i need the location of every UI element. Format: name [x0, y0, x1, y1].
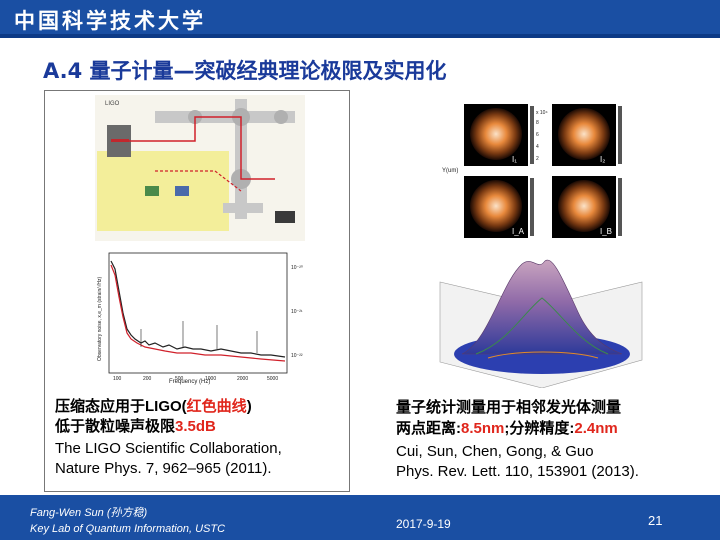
color-scale-bar [618, 106, 622, 164]
ligo-figure: LIGO Frequency (Hz) 100 200 500 1000 200… [95, 95, 305, 385]
surface-contour [487, 351, 599, 359]
photodetector [275, 211, 295, 223]
header-stripe [0, 34, 720, 38]
header-band: 中国科学技术大学 [0, 0, 720, 38]
plot-xtick: 2000 [237, 376, 248, 382]
scale-label: 6 [536, 132, 539, 138]
slide-title: A.4 量子计量—突破经典理论极限及实用化 [43, 59, 447, 83]
image-spot [558, 180, 610, 232]
plot-ytick: 10⁻²⁰ [291, 265, 303, 271]
left-figure-panel: LIGO Frequency (Hz) 100 200 500 1000 200… [44, 90, 350, 492]
plot-xtick: 100 [113, 376, 122, 382]
right-caption-line3: Cui, Sun, Chen, Gong, & Guo [396, 443, 594, 460]
image-spot [558, 108, 610, 160]
caption-highlight: 2.4nm [574, 420, 618, 437]
map-label: I₁ [512, 155, 517, 164]
right-caption-line4: Phys. Rev. Lett. 110, 153901 (2013). [396, 463, 639, 480]
surface-contour [475, 297, 609, 355]
noise-plot-frame [108, 252, 288, 374]
scale-label: 4 [536, 144, 539, 150]
caption-highlight: 8.5nm [461, 420, 505, 437]
plot-ytick: 10⁻²² [291, 353, 303, 359]
laser-path [129, 116, 275, 180]
right-caption-line2: 两点距离:8.5nm;分辨精度:2.4nm [396, 419, 618, 439]
map-label: I_A [512, 227, 525, 236]
left-caption-line3: The LIGO Scientific Collaboration, [55, 440, 282, 457]
plot-ytick: 10⁻²¹ [291, 309, 303, 315]
author-affiliation: Key Lab of Quantum Information, USTC [30, 523, 226, 535]
noise-curve-red [110, 264, 286, 362]
scale-label: 2 [536, 156, 539, 162]
right-caption-line1: 量子统计测量用于相邻发光体测量 [396, 399, 622, 416]
caption-text: ;分辨精度: [504, 420, 575, 437]
left-caption-line4: Nature Phys. 7, 962–965 (2011). [55, 460, 272, 477]
left-caption-line2: 低于散粒噪声极限3.5dB [55, 417, 216, 437]
mirror-chamber-right [274, 110, 288, 124]
image-spot [470, 108, 522, 160]
plot-ylabel: Observatory noise, x,e_m (strain/√Hz) [96, 277, 103, 361]
plot-xtick: 200 [143, 376, 152, 382]
footer-date: 2017-9-19 [396, 517, 451, 531]
map-axis-label: Y(um) [442, 168, 458, 174]
color-scale-bar [618, 178, 622, 236]
squeezer-crystal [145, 186, 159, 196]
caption-highlight: 红色曲线 [186, 398, 247, 415]
plot-xtick: 1000 [205, 376, 216, 382]
schematic-label: LIGO [105, 101, 120, 107]
page-number: 21 [648, 513, 663, 528]
map-label: I₂ [600, 155, 605, 164]
squeezed-light-path [155, 170, 242, 192]
left-caption-line1: 压缩态应用于LIGO(红色曲线) [55, 397, 252, 417]
squeezer-cavity [175, 186, 189, 196]
caption-highlight: 3.5dB [175, 418, 216, 435]
imaging-figure: I₁ I₂ I_A I_B Y(um) x 10⁴ 8 6 4 2 [439, 104, 643, 389]
squeezer-box [97, 151, 229, 231]
caption-text: 低于散粒噪声极限 [55, 418, 176, 435]
caption-text: 压缩态应用于LIGO( [55, 398, 187, 415]
plot-xlabel: Frequency (Hz) [169, 379, 210, 385]
scale-label: x 10⁴ [536, 110, 548, 116]
laser-beam-source [111, 139, 129, 142]
university-logo-text: 中国科学技术大学 [14, 8, 206, 33]
footer-author: Fang-Wen Sun (孙方稳) Key Lab of Quantum In… [30, 505, 225, 537]
map-label: I_B [600, 227, 612, 236]
output-port [223, 203, 263, 213]
plot-xtick: 5000 [267, 376, 278, 382]
footer-band: Fang-Wen Sun (孙方稳) Key Lab of Quantum In… [0, 495, 720, 540]
image-spot [470, 180, 522, 232]
caption-text: 两点距离: [396, 420, 461, 437]
noise-curve-black [110, 260, 286, 358]
plot-xtick: 500 [175, 376, 184, 382]
color-scale-bar [530, 178, 534, 236]
caption-text: ) [246, 398, 252, 415]
color-scale-bar [530, 106, 534, 164]
surface-peak [461, 259, 623, 355]
right-figure-panel: I₁ I₂ I_A I_B Y(um) x 10⁴ 8 6 4 2 [392, 92, 680, 389]
scale-label: 8 [536, 120, 539, 126]
author-name: Fang-Wen Sun (孙方稳) [30, 507, 148, 519]
